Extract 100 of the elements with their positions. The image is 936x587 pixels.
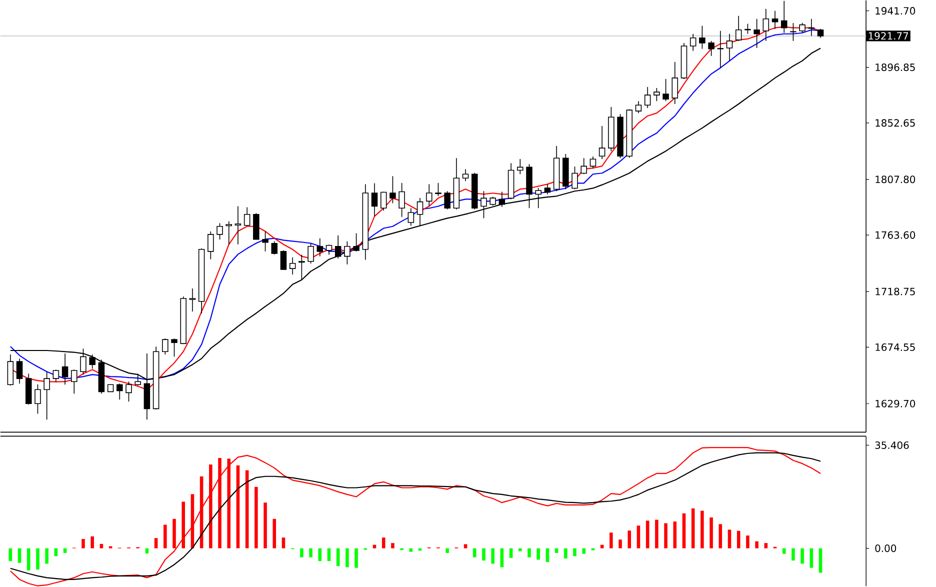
candlestick: [462, 168, 469, 182]
bar: [800, 548, 804, 564]
candlestick: [517, 158, 524, 175]
candlestick: [744, 24, 751, 34]
bar: [610, 532, 613, 549]
bar: [254, 487, 258, 549]
candlestick: [34, 384, 41, 414]
bar: [245, 470, 249, 549]
bar: [664, 523, 668, 549]
bar: [36, 548, 40, 570]
candlestick: [498, 192, 506, 208]
bar: [636, 526, 640, 549]
bar: [309, 548, 312, 558]
y-tick-label: 35.406: [875, 442, 909, 450]
candlestick: [244, 207, 250, 226]
bar: [755, 542, 758, 549]
bar: [682, 514, 686, 549]
candlestick: [162, 338, 168, 356]
bar: [764, 543, 768, 549]
candlestick: [708, 40, 714, 57]
candlestick: [262, 231, 268, 252]
ref-line-label: 1921.77: [868, 32, 908, 40]
candlestick: [189, 288, 196, 312]
y-tick-label: 1852.65: [876, 119, 915, 127]
bar: [45, 548, 48, 564]
candlestick: [799, 22, 806, 34]
candlestick: [690, 34, 696, 52]
bar: [227, 458, 231, 549]
candlestick: [280, 250, 287, 270]
candlestick: [580, 158, 587, 175]
bar: [482, 548, 486, 561]
bar: [372, 545, 376, 549]
bar: [782, 548, 786, 554]
bar: [546, 548, 550, 562]
candlestick: [89, 354, 96, 370]
candlestick: [408, 208, 414, 226]
candlestick: [817, 28, 824, 39]
candlestick: [44, 372, 50, 420]
y-tick-label: 1941.70: [876, 7, 916, 15]
bar: [673, 522, 677, 549]
candlestick: [216, 223, 223, 240]
candlestick: [780, 0, 788, 34]
bar: [518, 548, 522, 552]
bar: [582, 548, 586, 554]
bar: [272, 519, 276, 549]
bar: [628, 530, 632, 549]
bar: [646, 520, 650, 549]
candlestick: [590, 156, 596, 169]
bar: [564, 548, 568, 559]
bar: [391, 543, 394, 549]
bar: [746, 536, 750, 549]
y-tick-label: 0.00: [875, 544, 896, 552]
candlestick: [644, 86, 651, 109]
bar: [500, 548, 504, 568]
bar: [818, 548, 822, 573]
bar: [209, 464, 212, 549]
bar: [810, 548, 814, 568]
bar: [472, 548, 476, 558]
candlestick: [7, 354, 14, 386]
y-tick-label: 1763.60: [876, 232, 916, 240]
candlestick: [208, 231, 214, 260]
candlestick: [598, 126, 606, 160]
bar: [18, 548, 22, 564]
bar: [792, 548, 795, 561]
bar: [282, 538, 286, 549]
candlestick: [80, 348, 86, 376]
bar: [236, 466, 240, 549]
candlestick: [71, 369, 78, 394]
candlestick: [344, 241, 350, 266]
candlestick: [754, 18, 760, 49]
candlestick: [416, 198, 424, 226]
candlestick: [308, 243, 314, 264]
y-tick-label: 1718.75: [876, 288, 915, 296]
y-tick-label: 1896.85: [876, 64, 915, 72]
bar: [172, 519, 176, 549]
bar: [528, 548, 531, 558]
candlestick: [289, 257, 296, 276]
bar: [82, 539, 85, 549]
candlestick: [572, 166, 578, 190]
candlestick: [662, 78, 669, 102]
candlestick: [717, 30, 724, 69]
bar: [300, 548, 304, 558]
bar: [154, 538, 158, 549]
bar: [710, 518, 713, 549]
candlestick: [535, 188, 542, 209]
candlestick: [316, 238, 324, 257]
bar: [346, 548, 349, 568]
candlestick: [544, 184, 551, 195]
y-tick-label: 1674.55: [876, 344, 915, 352]
candlestick: [353, 233, 360, 252]
bar: [491, 548, 494, 564]
bar: [409, 548, 413, 552]
bar: [736, 531, 740, 549]
candlestick: [171, 338, 178, 358]
bar: [573, 548, 576, 556]
candlestick: [772, 10, 778, 30]
candlestick: [390, 176, 396, 204]
candlestick: [398, 182, 405, 218]
bar: [446, 548, 449, 554]
bar: [509, 548, 513, 558]
